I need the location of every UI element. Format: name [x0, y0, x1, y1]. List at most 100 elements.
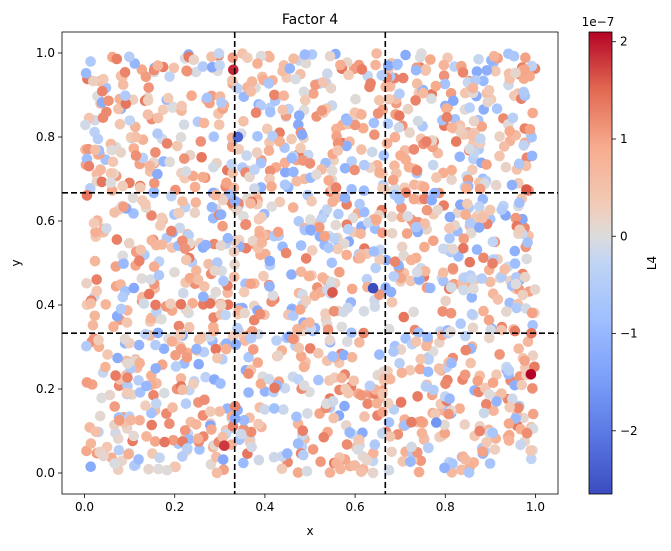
- y-tick-label: 0.0: [36, 466, 55, 480]
- scatter-point: [100, 361, 111, 373]
- scatter-point: [504, 125, 515, 137]
- scatter-point: [118, 258, 129, 270]
- scatter-point: [92, 133, 104, 145]
- scatter-point: [458, 233, 470, 244]
- scatter-point: [101, 106, 112, 118]
- scatter-point: [426, 195, 438, 206]
- y-axis-label: y: [9, 259, 23, 266]
- scatter-point: [85, 438, 97, 449]
- scatter-point: [439, 462, 450, 474]
- scatter-point: [509, 325, 521, 337]
- scatter-point: [446, 174, 457, 186]
- scatter-point: [295, 351, 307, 362]
- scatter-point: [213, 48, 225, 59]
- scatter-point: [443, 408, 454, 420]
- scatter-point: [81, 377, 93, 388]
- scatter-point: [293, 342, 305, 354]
- scatter-point: [384, 373, 396, 385]
- scatter-point: [212, 257, 223, 268]
- scatter-point: [364, 380, 376, 392]
- scatter-point: [481, 437, 492, 448]
- scatter-point: [117, 250, 128, 262]
- scatter-point: [172, 140, 183, 152]
- scatter-point: [501, 306, 512, 317]
- scatter-point: [484, 389, 495, 400]
- scatter-point: [259, 404, 271, 415]
- scatter-point: [217, 431, 229, 443]
- scatter-point: [238, 116, 249, 127]
- scatter-point: [374, 349, 385, 360]
- scatter-point: [413, 466, 425, 478]
- scatter-point: [425, 282, 436, 294]
- scatter-point: [383, 417, 395, 428]
- scatter-point: [412, 391, 423, 402]
- scatter-point: [392, 58, 403, 70]
- scatter-point: [101, 223, 112, 234]
- scatter-point: [123, 448, 134, 460]
- scatter-point: [483, 314, 495, 326]
- y-tick-label: 0.2: [36, 382, 55, 396]
- scatter-point: [369, 129, 380, 140]
- scatter-point: [141, 431, 152, 442]
- scatter-point: [106, 144, 118, 156]
- scatter-point: [386, 446, 398, 458]
- scatter-point: [412, 115, 424, 127]
- scatter-point: [476, 273, 488, 284]
- scatter-point: [527, 383, 538, 394]
- scatter-point: [191, 265, 202, 276]
- scatter-point: [180, 398, 192, 410]
- scatter-point: [526, 132, 537, 143]
- scatter-point: [362, 398, 374, 410]
- scatter-point: [504, 401, 515, 413]
- scatter-point: [454, 151, 466, 163]
- scatter-point: [85, 298, 97, 309]
- scatter-point: [457, 67, 469, 78]
- scatter-point: [402, 211, 414, 222]
- scatter-point: [303, 270, 315, 282]
- scatter-point: [269, 382, 281, 394]
- scatter-point: [198, 117, 210, 129]
- scatter-point: [156, 314, 167, 325]
- scatter-point-notable: [431, 417, 442, 428]
- scatter-point: [503, 418, 515, 429]
- scatter-point: [245, 278, 256, 290]
- scatter-point: [127, 192, 139, 204]
- x-tick-label: 0.0: [75, 500, 94, 514]
- scatter-point: [396, 367, 408, 379]
- colorbar-axis: −2 −1 0 1 2: [612, 35, 638, 438]
- scatter-point: [447, 243, 459, 255]
- scatter-point: [510, 278, 522, 290]
- scatter-point: [344, 427, 356, 438]
- scatter-point: [467, 130, 478, 141]
- scatter-point: [148, 261, 160, 273]
- scatter-point: [124, 51, 135, 63]
- scatter-point: [519, 271, 531, 283]
- scatter-point: [402, 103, 414, 115]
- scatter-point: [325, 83, 337, 94]
- scatter-point: [438, 243, 449, 254]
- scatter-point: [173, 320, 185, 332]
- scatter-point: [464, 143, 475, 155]
- scatter-point: [175, 329, 186, 340]
- scatter-point: [323, 175, 335, 186]
- scatter-point: [305, 214, 316, 225]
- scatter-point: [140, 71, 152, 83]
- scatter-point: [117, 291, 129, 303]
- x-tick-label: 1.0: [526, 500, 545, 514]
- scatter-point: [422, 366, 434, 378]
- scatter-point: [178, 119, 190, 130]
- scatter-point: [159, 387, 170, 399]
- scatter-point: [377, 388, 388, 400]
- scatter-point: [460, 454, 471, 465]
- scatter-point: [516, 379, 528, 391]
- scatter-point: [358, 206, 370, 218]
- scatter-point: [371, 398, 383, 409]
- scatter-point: [216, 97, 227, 108]
- scatter-point: [406, 441, 417, 453]
- scatter-point: [404, 127, 416, 138]
- scatter-point: [158, 343, 170, 355]
- scatter-point: [356, 109, 367, 120]
- scatter-point: [341, 336, 353, 348]
- scatter-point: [322, 68, 333, 79]
- scatter-point: [371, 48, 382, 59]
